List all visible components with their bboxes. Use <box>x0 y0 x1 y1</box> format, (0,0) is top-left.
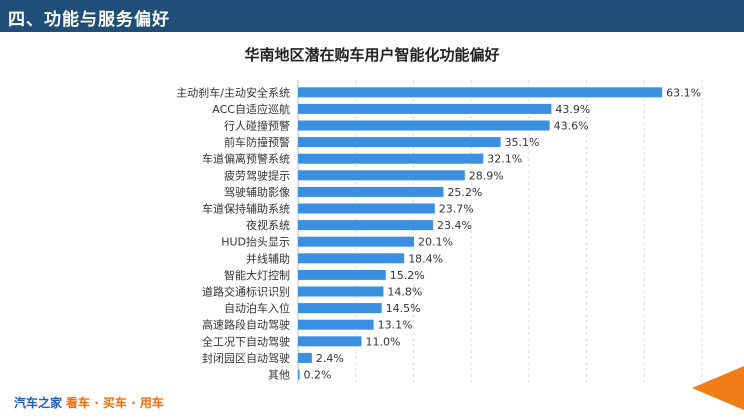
brand-slogan: 看车 · 买车 · 用车 <box>66 396 164 410</box>
value-label: 43.9% <box>555 103 590 116</box>
category-label: ACC自适应巡航 <box>212 102 290 116</box>
bar <box>298 186 444 197</box>
header-bar: 四、功能与服务偏好 <box>0 0 744 32</box>
bar <box>298 319 374 330</box>
chart-title: 华南地区潜在购车用户智能化功能偏好 <box>244 46 500 64</box>
bar <box>298 253 405 264</box>
category-label: 行人碰撞预警 <box>224 119 290 133</box>
bar <box>298 87 663 98</box>
bar <box>298 137 501 148</box>
value-label: 32.1% <box>487 153 522 166</box>
value-label: 0.2% <box>304 369 332 382</box>
category-label: 道路交通标识识别 <box>202 285 290 299</box>
category-label: 自动泊车入位 <box>224 301 290 315</box>
bar <box>298 220 434 231</box>
value-label: 20.1% <box>418 236 453 249</box>
bar <box>298 336 362 347</box>
value-label: 14.5% <box>386 302 421 315</box>
category-label: 夜视系统 <box>246 218 290 232</box>
category-label: 主动刹车/主动安全系统 <box>176 85 290 99</box>
value-label: 28.9% <box>469 169 504 182</box>
value-label: 25.2% <box>447 186 482 199</box>
value-label: 13.1% <box>378 319 413 332</box>
bar <box>298 170 465 181</box>
category-label: 其他 <box>268 369 290 382</box>
category-label: 并线辅助 <box>246 251 290 265</box>
category-label: 前车防撞预警 <box>224 135 290 149</box>
value-label: 2.4% <box>316 352 344 365</box>
bar <box>298 286 384 297</box>
bar <box>298 303 382 314</box>
category-label: HUD抬头显示 <box>221 235 290 249</box>
bar <box>298 120 550 131</box>
bar <box>298 103 552 114</box>
value-label: 63.1% <box>666 86 701 99</box>
category-label: 驾驶辅助影像 <box>224 185 290 199</box>
section-title: 四、功能与服务偏好 <box>8 10 170 30</box>
bar <box>298 369 300 380</box>
category-label: 疲劳驾驶提示 <box>224 168 290 182</box>
category-label: 车道偏离预警系统 <box>202 152 290 166</box>
category-label: 高速路段自动驾驶 <box>202 318 290 332</box>
footer-logo: 汽车之家 看车 · 买车 · 用车 <box>14 394 164 411</box>
category-label: 车道保持辅助系统 <box>202 202 290 216</box>
brand-name: 汽车之家 <box>14 396 63 410</box>
value-label: 23.4% <box>437 219 472 232</box>
value-label: 15.2% <box>390 269 425 282</box>
bar <box>298 269 386 280</box>
category-label: 封闭园区自动驾驶 <box>202 351 290 365</box>
category-label: 全工况下自动驾驶 <box>202 334 290 348</box>
value-label: 18.4% <box>408 252 443 265</box>
category-label: 智能大灯控制 <box>224 268 290 282</box>
value-label: 11.0% <box>365 335 400 348</box>
value-label: 14.8% <box>387 286 422 299</box>
bar <box>298 236 415 247</box>
bar <box>298 352 312 363</box>
orange-arrow-icon <box>692 366 744 410</box>
bar <box>298 203 435 214</box>
value-label: 35.1% <box>505 136 540 149</box>
bar <box>298 153 484 164</box>
value-label: 43.6% <box>554 120 589 133</box>
value-label: 23.7% <box>439 203 474 216</box>
